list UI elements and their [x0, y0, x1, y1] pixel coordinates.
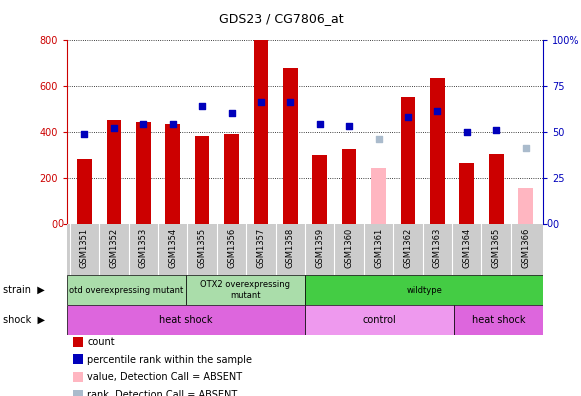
Point [462, 128, 471, 135]
Bar [313, 155, 327, 224]
Point [433, 108, 442, 114]
Bar [186, 275, 305, 305]
Bar [460, 163, 474, 224]
Text: GDS23 / CG7806_at: GDS23 / CG7806_at [219, 12, 343, 25]
Bar [67, 275, 186, 305]
Bar [342, 149, 357, 224]
Point [256, 99, 266, 105]
Text: GSM1366: GSM1366 [521, 228, 530, 268]
Point [80, 130, 89, 137]
Text: GSM1361: GSM1361 [374, 228, 383, 268]
Text: GSM1364: GSM1364 [462, 228, 471, 268]
Bar [136, 122, 150, 224]
Text: count: count [87, 337, 115, 347]
Text: GSM1351: GSM1351 [80, 228, 89, 268]
Point [198, 103, 207, 109]
Text: GSM1353: GSM1353 [139, 228, 148, 268]
Bar [253, 40, 268, 224]
Text: strain  ▶: strain ▶ [3, 285, 45, 295]
Bar [454, 305, 543, 335]
Text: GSM1359: GSM1359 [315, 228, 324, 268]
Point [345, 123, 354, 129]
Bar [224, 134, 239, 224]
Bar [283, 69, 297, 224]
Text: value, Detection Call = ABSENT: value, Detection Call = ABSENT [87, 372, 242, 383]
Bar [195, 136, 209, 224]
Point [403, 114, 413, 120]
Bar [305, 275, 543, 305]
Text: OTX2 overexpressing
mutant: OTX2 overexpressing mutant [200, 280, 290, 300]
Bar [77, 159, 92, 224]
Point [286, 99, 295, 105]
Text: heat shock: heat shock [159, 315, 213, 325]
Text: GSM1352: GSM1352 [109, 228, 119, 268]
Point [227, 110, 236, 116]
Text: GSM1357: GSM1357 [256, 228, 266, 268]
Text: otd overexpressing mutant: otd overexpressing mutant [69, 286, 184, 295]
Bar [430, 78, 444, 224]
Text: GSM1360: GSM1360 [345, 228, 354, 268]
Text: control: control [363, 315, 396, 325]
Point [109, 125, 119, 131]
Bar [67, 305, 305, 335]
Text: 0: 0 [58, 219, 64, 229]
Text: heat shock: heat shock [472, 315, 525, 325]
Text: GSM1358: GSM1358 [286, 228, 295, 268]
Text: GSM1355: GSM1355 [198, 228, 207, 268]
Text: GSM1365: GSM1365 [492, 228, 501, 268]
Text: GSM1362: GSM1362 [403, 228, 413, 268]
Text: shock  ▶: shock ▶ [3, 315, 45, 325]
Bar [489, 154, 504, 224]
Point [374, 136, 383, 142]
Point [521, 145, 530, 151]
Bar [166, 124, 180, 224]
Text: 0: 0 [546, 219, 553, 229]
Bar [401, 97, 415, 224]
Text: GSM1356: GSM1356 [227, 228, 236, 268]
Bar [67, 224, 543, 275]
Bar [371, 168, 386, 224]
Bar [106, 120, 121, 224]
Point [139, 121, 148, 128]
Text: GSM1354: GSM1354 [168, 228, 177, 268]
Text: wildtype: wildtype [406, 286, 442, 295]
Text: rank, Detection Call = ABSENT: rank, Detection Call = ABSENT [87, 390, 238, 396]
Bar [518, 188, 533, 224]
Bar [305, 305, 454, 335]
Text: GSM1363: GSM1363 [433, 228, 442, 268]
Point [315, 121, 324, 128]
Point [492, 127, 501, 133]
Text: percentile rank within the sample: percentile rank within the sample [87, 354, 252, 365]
Point [168, 121, 177, 128]
